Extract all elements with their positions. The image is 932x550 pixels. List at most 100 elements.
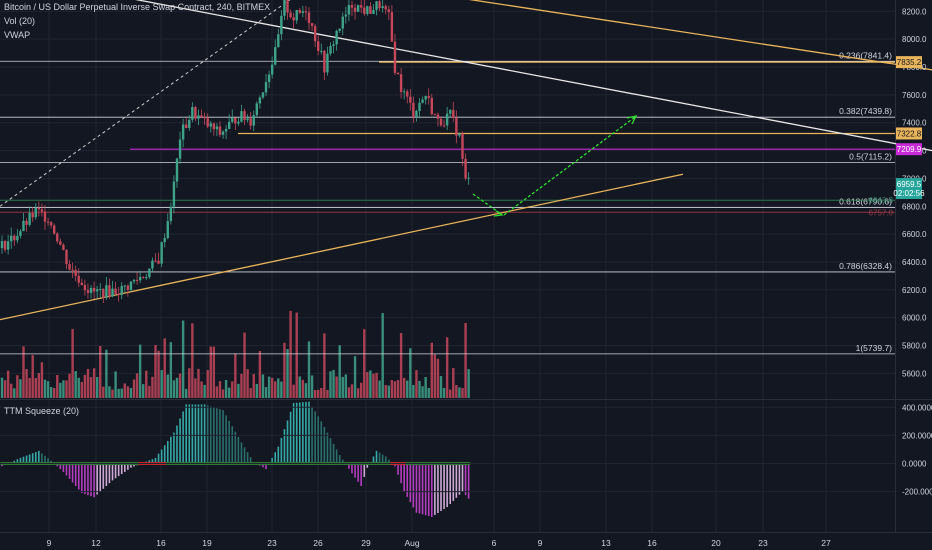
time-axis-label-6: 29 [361, 538, 371, 548]
ttm-squeeze-label: TTM Squeeze (20) [4, 406, 80, 416]
candle-body [353, 7, 357, 12]
fib-label-3: 0.618(6790.6) [839, 197, 892, 207]
price-tag-0: 7835.2 [897, 58, 922, 67]
projection-arrow-up-head [626, 115, 638, 125]
squeeze-axis-label-1: 200.0000 [902, 431, 932, 440]
candle-body [102, 288, 105, 298]
price-tag-bg-2 [896, 143, 922, 156]
time-axis-label-2: 16 [156, 538, 166, 548]
volume-bar [86, 368, 90, 398]
candle-body [458, 133, 461, 136]
volume-bar [363, 329, 366, 398]
volume-bar [369, 370, 372, 398]
volume-bar [123, 383, 126, 398]
candle-body [289, 12, 292, 18]
candle-body [301, 11, 305, 13]
candle-body [52, 225, 56, 234]
volume-bar [209, 346, 212, 398]
volume-bar [461, 387, 464, 398]
candle-body [430, 97, 433, 115]
candle-body [378, 1, 381, 9]
volume-bar [455, 385, 458, 398]
volume-bar [274, 381, 277, 398]
volume-bar [406, 380, 409, 398]
volume-bar [231, 381, 234, 398]
volume-bar [329, 371, 332, 398]
candle-body [335, 30, 338, 45]
candle-body [402, 91, 406, 93]
vwap-indicator-label: VWAP [4, 30, 31, 40]
volume-bar [338, 345, 341, 398]
ttm-squeeze: 400.0000 200.0000 0.0000 -200.0000 [0, 401, 932, 517]
volume-bar [111, 389, 114, 398]
trendline-descending-orange [468, 0, 932, 71]
candle-body [28, 212, 31, 225]
fib-label-2: 0.5(7115.2) [849, 151, 892, 161]
volume-bar [436, 358, 440, 398]
candle-body [172, 181, 176, 207]
volume-bar [243, 332, 246, 398]
volume-bar [298, 376, 301, 398]
candle-body [169, 206, 173, 222]
candle-body [203, 116, 206, 119]
volume-bar [132, 379, 136, 398]
candle-body [40, 209, 44, 212]
volume-bar [19, 379, 22, 398]
candle-body [399, 74, 403, 93]
volume-bar [135, 373, 139, 398]
candle-body [154, 260, 157, 262]
candles [0, 0, 470, 304]
candle-body [62, 244, 65, 250]
time-axis-label-0: 9 [47, 538, 52, 548]
candle-body [280, 15, 283, 35]
volume-bar [89, 377, 93, 398]
candle-body [307, 12, 311, 24]
volume-bar [421, 386, 424, 398]
candle-body [292, 17, 295, 21]
candle-body [80, 282, 84, 286]
candle-body [215, 126, 219, 130]
volume-bar [151, 376, 154, 398]
candle-body [3, 241, 7, 250]
volume-bar [264, 387, 268, 398]
candle-body [111, 288, 114, 297]
time-axis-label-4: 23 [267, 538, 277, 548]
candle-body [390, 12, 394, 42]
candle-body [442, 125, 446, 127]
candle-body [313, 26, 317, 42]
volume-bar [424, 377, 427, 398]
volume-bar [175, 377, 179, 398]
candle-body [65, 249, 68, 265]
candle-body [338, 28, 341, 31]
candle-body [421, 99, 424, 103]
volume-bar [52, 388, 56, 398]
candle-body [304, 11, 308, 13]
volume-bar [295, 312, 298, 398]
candle-body [255, 103, 259, 116]
time-axis-label-8: 6 [492, 538, 497, 548]
fib-label-0: 0.236(7841.4) [839, 50, 892, 60]
volume-bar [126, 386, 130, 398]
volume-bar [326, 389, 329, 398]
volume-bar [409, 348, 412, 398]
candle-body [240, 111, 243, 122]
price-axis: 8200.08000.07800.07600.07400.07200.07000… [869, 7, 927, 378]
volume-bar [301, 379, 305, 398]
candle-body [151, 260, 154, 269]
candle-body [372, 9, 375, 14]
volume-bar [384, 385, 387, 398]
candle-body [129, 281, 133, 290]
candle-body [467, 177, 470, 179]
candle-body [246, 118, 249, 121]
volume-bar [49, 387, 53, 398]
time-axis-label-9: 9 [538, 538, 543, 548]
volume-bar [31, 355, 34, 398]
volume-bar [74, 371, 77, 398]
volume-bar [292, 384, 295, 398]
candle-body [0, 241, 4, 249]
volume-bar [387, 385, 391, 398]
time-axis-label-10: 13 [601, 538, 611, 548]
volume-bar [280, 381, 283, 398]
volume-bar [221, 389, 225, 398]
